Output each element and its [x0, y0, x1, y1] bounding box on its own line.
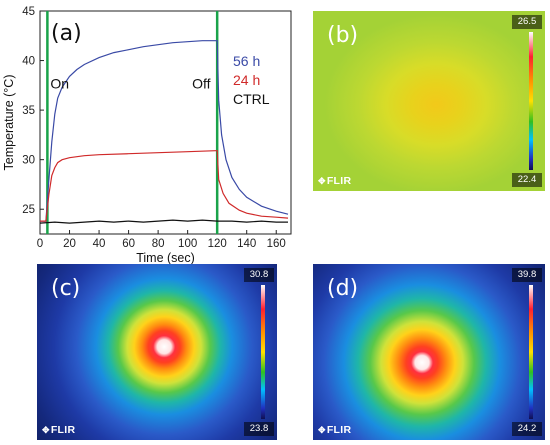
- flir-logo: ✥FLIR: [318, 424, 352, 436]
- scale-min-value: 24.2: [512, 422, 542, 436]
- flir-logo: ✥FLIR: [318, 175, 352, 187]
- scale-min-value: 23.8: [244, 422, 274, 436]
- legend-entry: 56 h: [233, 53, 260, 69]
- x-tick-label: 60: [122, 238, 135, 250]
- color-scale-bar: [529, 285, 533, 419]
- flir-logo-icon: ✥: [318, 176, 326, 186]
- scale-max-value: 39.8: [512, 268, 542, 282]
- panel-label-d: (d): [327, 276, 359, 301]
- panel-label-b: (b): [327, 23, 359, 48]
- series-line: [40, 150, 289, 222]
- series-line: [40, 40, 289, 222]
- thermal-image-b: (b) 26.5 22.4 ✥FLIR: [313, 11, 545, 191]
- x-tick-label: 0: [37, 238, 43, 250]
- legend-entry: 24 h: [233, 72, 260, 88]
- x-tick-label: 160: [267, 238, 286, 250]
- y-tick-label: 40: [22, 56, 35, 68]
- annotation-label: Off: [192, 75, 211, 91]
- x-tick-label: 120: [208, 238, 227, 250]
- scale-max-value: 30.8: [244, 268, 274, 282]
- y-tick-label: 25: [22, 204, 35, 216]
- scale-min-value: 22.4: [512, 173, 542, 187]
- color-scale-bar: [261, 285, 265, 419]
- panel-label-c: (c): [51, 276, 81, 301]
- y-axis-label: Temperature (°C): [2, 75, 16, 171]
- x-axis-label: Time (sec): [136, 251, 195, 265]
- x-tick-label: 80: [152, 238, 165, 250]
- x-tick-label: 140: [237, 238, 256, 250]
- y-tick-label: 45: [22, 6, 35, 18]
- legend-entry: CTRL: [233, 91, 270, 107]
- panel-label-a: (a): [51, 21, 82, 46]
- scale-max-value: 26.5: [512, 15, 542, 29]
- y-tick-label: 35: [22, 105, 35, 117]
- color-scale-bar: [529, 32, 533, 170]
- x-tick-label: 20: [63, 238, 76, 250]
- y-tick-label: 30: [22, 155, 35, 167]
- flir-logo-icon: ✥: [318, 425, 326, 435]
- series-line: [39, 219, 288, 224]
- x-tick-label: 100: [178, 238, 197, 250]
- annotation-label: On: [50, 75, 69, 91]
- thermal-image-d: (d) 39.8 24.2 ✥FLIR: [313, 264, 545, 440]
- flir-logo: ✥FLIR: [42, 424, 76, 436]
- flir-logo-icon: ✥: [42, 425, 50, 435]
- thermal-image-c: (c) 30.8 23.8 ✥FLIR: [37, 264, 277, 440]
- x-tick-label: 40: [93, 238, 106, 250]
- plot-frame: [39, 10, 292, 235]
